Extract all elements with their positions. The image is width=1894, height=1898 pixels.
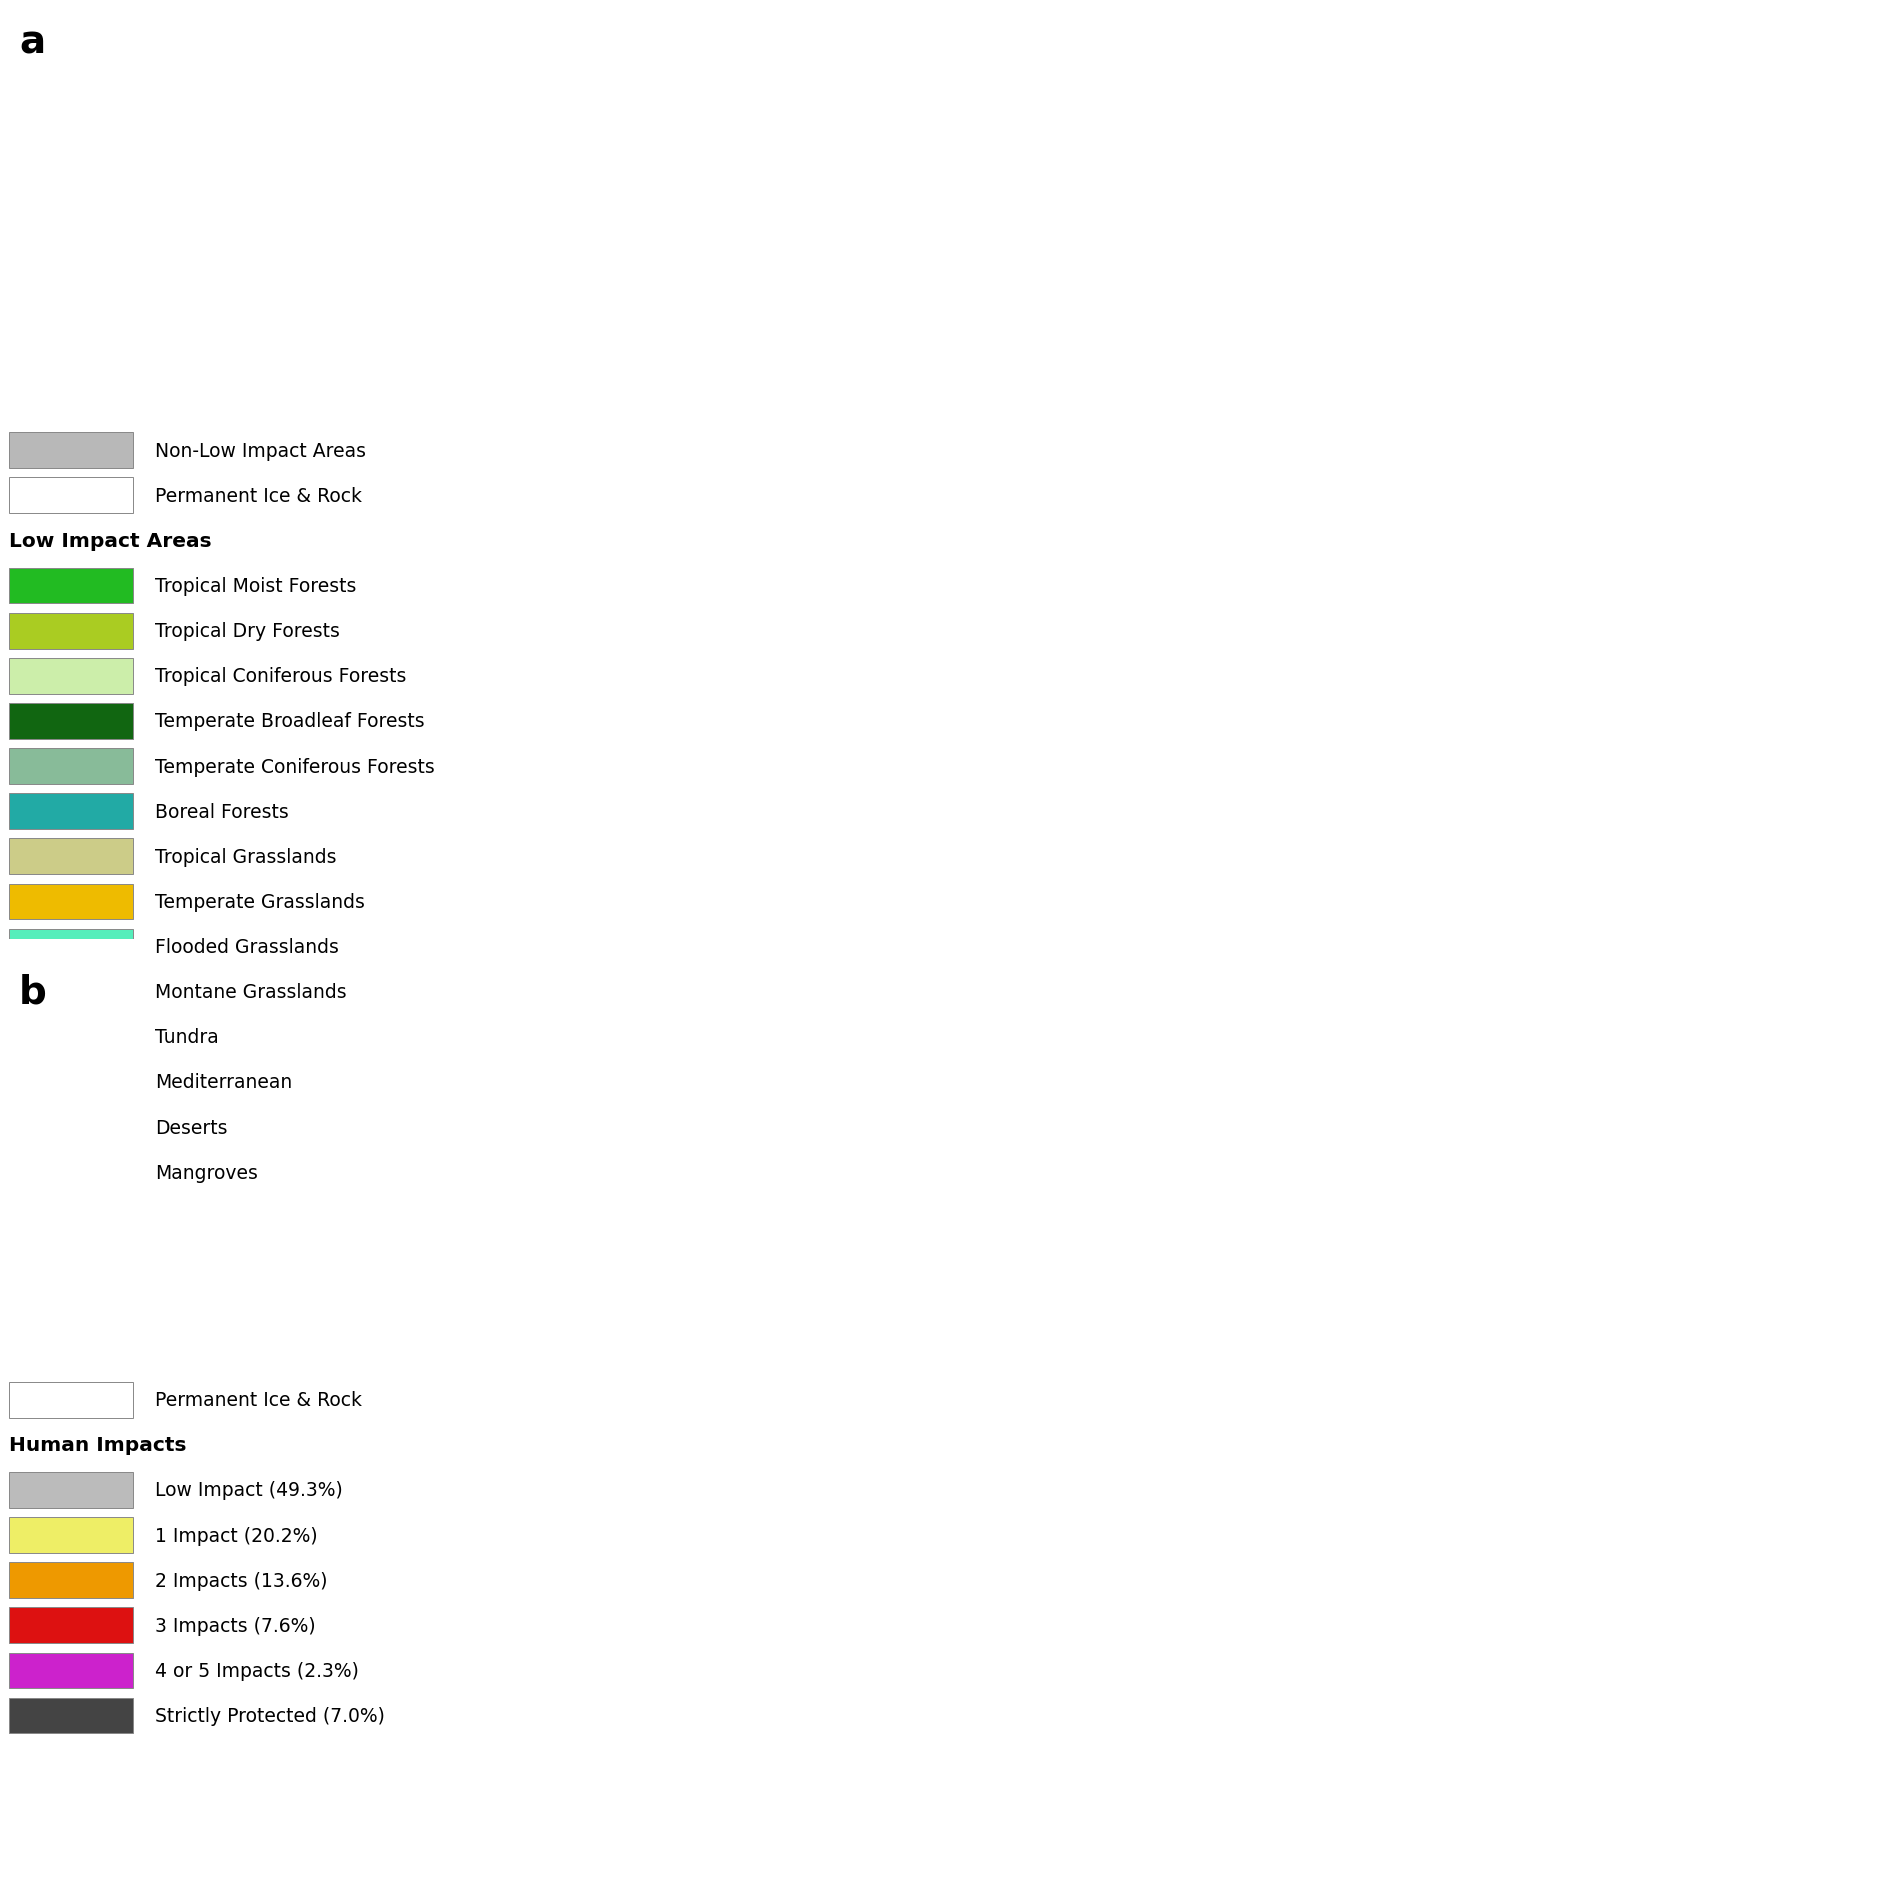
Text: Deserts: Deserts <box>155 1118 227 1137</box>
Text: Low Impact (49.3%): Low Impact (49.3%) <box>155 1480 343 1499</box>
Text: a: a <box>19 23 45 61</box>
Text: Human Impacts: Human Impacts <box>9 1435 188 1454</box>
FancyBboxPatch shape <box>9 1019 133 1055</box>
FancyBboxPatch shape <box>9 1110 133 1144</box>
FancyBboxPatch shape <box>9 974 133 1010</box>
Text: Low Impact Areas: Low Impact Areas <box>9 531 212 550</box>
FancyBboxPatch shape <box>9 1699 133 1733</box>
FancyBboxPatch shape <box>9 568 133 604</box>
FancyBboxPatch shape <box>9 1382 133 1418</box>
Text: Flooded Grasslands: Flooded Grasslands <box>155 938 339 957</box>
FancyBboxPatch shape <box>9 1517 133 1553</box>
Text: 1 Impact (20.2%): 1 Impact (20.2%) <box>155 1526 318 1545</box>
FancyBboxPatch shape <box>9 704 133 740</box>
FancyBboxPatch shape <box>9 750 133 784</box>
FancyBboxPatch shape <box>9 1653 133 1689</box>
Text: Tropical Moist Forests: Tropical Moist Forests <box>155 577 356 596</box>
Text: Temperate Grasslands: Temperate Grasslands <box>155 892 366 911</box>
Text: Tropical Dry Forests: Tropical Dry Forests <box>155 623 341 642</box>
FancyBboxPatch shape <box>9 1154 133 1190</box>
FancyBboxPatch shape <box>9 793 133 829</box>
FancyBboxPatch shape <box>9 613 133 649</box>
FancyBboxPatch shape <box>9 433 133 469</box>
FancyBboxPatch shape <box>9 1608 133 1644</box>
FancyBboxPatch shape <box>9 1562 133 1598</box>
FancyBboxPatch shape <box>9 839 133 875</box>
Text: 3 Impacts (7.6%): 3 Impacts (7.6%) <box>155 1615 316 1634</box>
Text: Temperate Coniferous Forests: Temperate Coniferous Forests <box>155 757 436 776</box>
FancyBboxPatch shape <box>9 478 133 514</box>
Text: 2 Impacts (13.6%): 2 Impacts (13.6%) <box>155 1572 328 1591</box>
Text: Tropical Coniferous Forests: Tropical Coniferous Forests <box>155 666 407 685</box>
FancyBboxPatch shape <box>9 659 133 695</box>
Text: Permanent Ice & Rock: Permanent Ice & Rock <box>155 1391 362 1410</box>
Text: Boreal Forests: Boreal Forests <box>155 803 290 822</box>
Text: Mangroves: Mangroves <box>155 1163 258 1182</box>
Text: 4 or 5 Impacts (2.3%): 4 or 5 Impacts (2.3%) <box>155 1661 360 1680</box>
Text: Tropical Grasslands: Tropical Grasslands <box>155 847 337 865</box>
Text: Permanent Ice & Rock: Permanent Ice & Rock <box>155 486 362 505</box>
Text: Tundra: Tundra <box>155 1027 220 1046</box>
Text: Montane Grasslands: Montane Grasslands <box>155 983 347 1002</box>
FancyBboxPatch shape <box>9 1065 133 1101</box>
Text: Mediterranean: Mediterranean <box>155 1072 292 1091</box>
FancyBboxPatch shape <box>9 1473 133 1509</box>
Text: Non-Low Impact Areas: Non-Low Impact Areas <box>155 442 366 461</box>
Text: Temperate Broadleaf Forests: Temperate Broadleaf Forests <box>155 712 424 731</box>
FancyBboxPatch shape <box>9 884 133 921</box>
FancyBboxPatch shape <box>9 930 133 964</box>
Text: Strictly Protected (7.0%): Strictly Protected (7.0%) <box>155 1706 384 1725</box>
Text: b: b <box>19 972 47 1010</box>
